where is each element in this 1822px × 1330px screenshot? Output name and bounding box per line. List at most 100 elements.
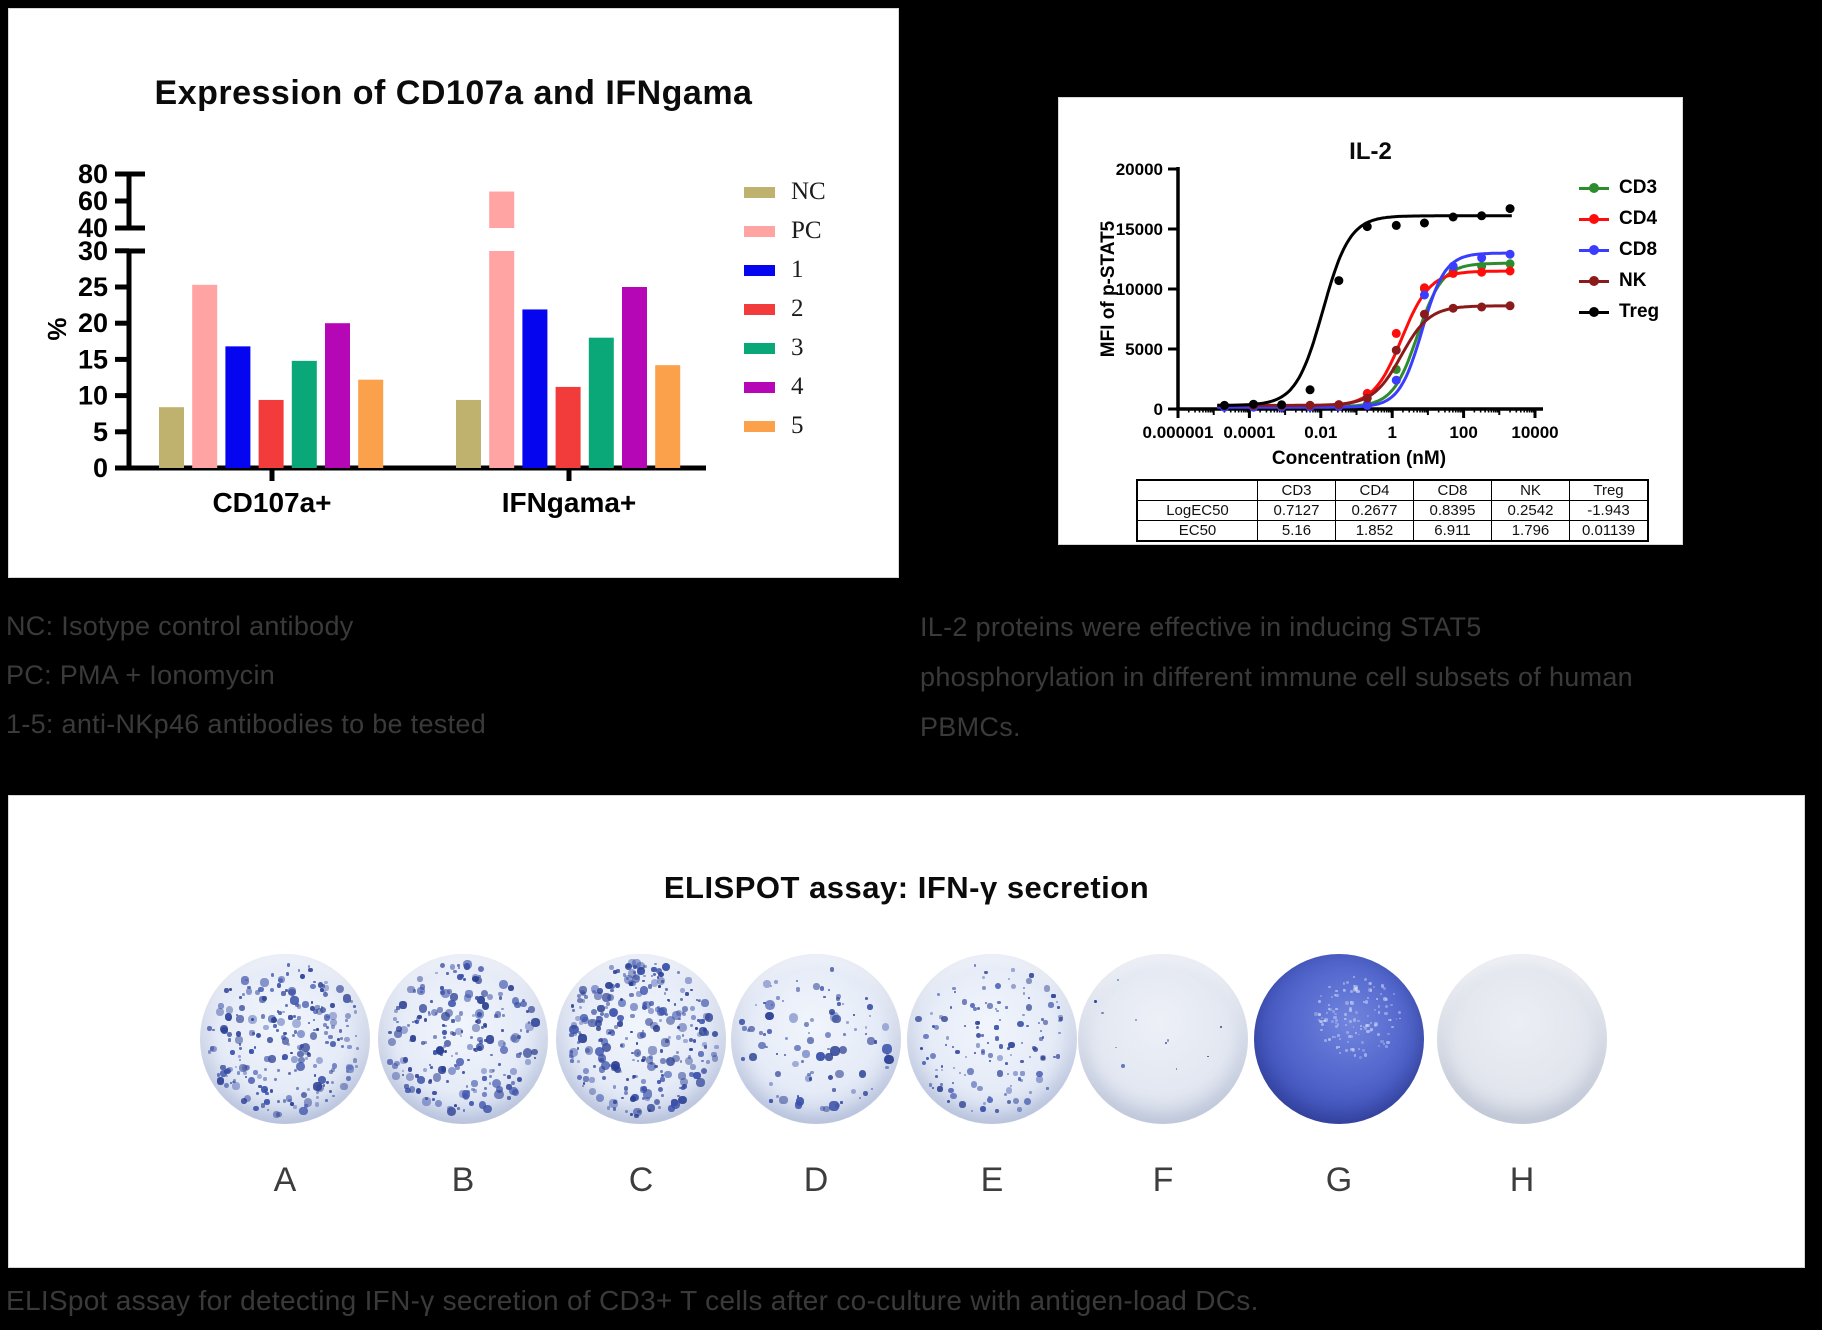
svg-text:60: 60 — [78, 186, 108, 216]
table-cell: 0.8395 — [1413, 500, 1492, 521]
legend-label: CD3 — [1619, 177, 1658, 198]
il2-legend-item-CD4: CD4 — [1579, 207, 1659, 231]
caption-line: PC: PMA + Ionomycin — [6, 660, 276, 690]
il2-curve-panel: IL-2 0 5000 10000 15000 20000 0.000001 0.0001 0… — [1058, 97, 1683, 545]
table-cell: 6.911 — [1413, 520, 1492, 542]
legend-swatch-icon — [744, 303, 775, 315]
table-cell: 1.796 — [1491, 520, 1570, 542]
legend-line-marker-icon — [1579, 276, 1609, 286]
table-cell: -1.943 — [1569, 500, 1649, 521]
svg-text:%: % — [42, 317, 72, 340]
legend-label: NK — [1619, 270, 1647, 291]
il2-legend-item-CD8: CD8 — [1579, 238, 1659, 262]
elispot-panel: ELISPOT assay: IFN-γ secretion A B C D E F G H — [8, 795, 1805, 1268]
elispot-caption: ELISpot assay for detecting IFN-γ secret… — [6, 1285, 1259, 1316]
legend-line-marker-icon — [1579, 307, 1609, 317]
caption-line: NC: Isotype control antibody — [6, 611, 354, 641]
table-row: LogEC50 0.7127 0.2677 0.8395 0.2542 -1.943 — [1136, 500, 1649, 521]
well-label-G: G — [1325, 1161, 1353, 1199]
legend-label: Treg — [1619, 301, 1660, 322]
il2-chart-caption: IL-2 proteins were effective in inducing… — [920, 602, 1780, 752]
svg-text:5: 5 — [93, 417, 108, 447]
well-label-C: C — [628, 1161, 654, 1199]
legend-swatch-icon — [744, 264, 775, 276]
table-cell: CD8 — [1413, 479, 1492, 501]
elispot-well-E — [907, 954, 1077, 1124]
legend-line-marker-icon — [1579, 183, 1609, 193]
well-label-F: F — [1152, 1161, 1174, 1199]
table-cell: 0.2542 — [1491, 500, 1570, 521]
table-cell: Treg — [1569, 479, 1649, 501]
legend-label: CD8 — [1619, 239, 1658, 260]
legend-swatch-icon — [744, 381, 775, 393]
bar-legend-item-5: 5 — [744, 412, 826, 439]
elispot-well-F — [1078, 954, 1248, 1124]
il2-dose-response-chart: 0 5000 10000 15000 20000 0.000001 0.0001 0.01 1 1… — [1098, 160, 1559, 469]
svg-text:Concentration (nM): Concentration (nM) — [1272, 448, 1446, 469]
elispot-well-B — [378, 954, 548, 1124]
il2-legend-item-Treg: Treg — [1579, 300, 1659, 324]
svg-text:CD107a+: CD107a+ — [212, 487, 331, 518]
bar-chart-title: Expression of CD107a and IFNgama — [154, 73, 753, 112]
svg-text:1: 1 — [1387, 423, 1396, 442]
bar-legend-item-1: 1 — [744, 256, 826, 283]
table-cell: CD3 — [1257, 479, 1336, 501]
svg-text:0.01: 0.01 — [1304, 423, 1337, 442]
svg-text:80: 80 — [78, 159, 108, 189]
bar-chart-panel: Expression of CD107a and IFNgama 0 5 10 15 2… — [8, 8, 899, 578]
legend-swatch-icon — [744, 342, 775, 354]
elispot-title: ELISPOT assay: IFN-γ secretion — [663, 869, 1150, 905]
bar-legend-item-2: 2 — [744, 295, 826, 322]
svg-text:0.000001: 0.000001 — [1143, 423, 1214, 442]
table-header-row: CD3 CD4 CD8 NK Treg — [1136, 479, 1649, 501]
table-cell: 5.16 — [1257, 520, 1336, 542]
elispot-well-C — [556, 954, 726, 1124]
il2-chart-title: IL-2 — [1349, 137, 1392, 165]
bar-chart-legend: NC PC 1 2 3 4 5 — [744, 178, 826, 452]
legend-swatch-icon — [744, 186, 775, 198]
legend-label: 4 — [791, 373, 804, 400]
table-cell: 0.2677 — [1335, 500, 1414, 521]
svg-text:40: 40 — [78, 213, 108, 243]
legend-label: NC — [791, 178, 826, 205]
svg-text:15: 15 — [78, 344, 108, 374]
table-cell: LogEC50 — [1136, 500, 1258, 521]
legend-label: 5 — [791, 412, 804, 439]
svg-text:25: 25 — [78, 272, 108, 302]
elispot-well-D — [731, 954, 901, 1124]
well-label-A: A — [273, 1161, 297, 1199]
well-label-D: D — [803, 1161, 829, 1199]
well-label-E: E — [980, 1161, 1004, 1199]
svg-text:10: 10 — [78, 381, 108, 411]
svg-text:10000: 10000 — [1116, 280, 1163, 299]
elispot-well-A — [200, 954, 370, 1124]
bar-chart-caption: NC: Isotype control antibody PC: PMA + I… — [6, 602, 486, 749]
bar-legend-item-3: 3 — [744, 334, 826, 361]
svg-text:5000: 5000 — [1125, 340, 1163, 359]
svg-text:0.0001: 0.0001 — [1223, 423, 1275, 442]
legend-label: 3 — [791, 334, 804, 361]
table-cell: NK — [1491, 479, 1570, 501]
elispot-well-H — [1437, 954, 1607, 1124]
svg-text:20: 20 — [78, 308, 108, 338]
legend-swatch-icon — [744, 420, 775, 432]
svg-text:15000: 15000 — [1116, 220, 1163, 239]
svg-text:10000: 10000 — [1511, 423, 1558, 442]
caption-line: PBMCs. — [920, 712, 1021, 742]
bar-legend-item-NC: NC — [744, 178, 826, 205]
table-cell: 1.852 — [1335, 520, 1414, 542]
ec50-table: CD3 CD4 CD8 NK Treg LogEC50 0.7127 0.2677 0.8395… — [1136, 479, 1649, 542]
bar-legend-item-PC: PC — [744, 217, 826, 244]
il2-legend-item-CD3: CD3 — [1579, 176, 1659, 200]
legend-label: CD4 — [1619, 208, 1658, 229]
legend-swatch-icon — [744, 225, 775, 237]
bar-legend-item-4: 4 — [744, 373, 826, 400]
legend-label: 2 — [791, 295, 804, 322]
svg-text:0: 0 — [1154, 400, 1163, 419]
svg-text:MFI of p-STAT5: MFI of p-STAT5 — [1098, 220, 1119, 357]
table-cell: 0.01139 — [1569, 520, 1649, 542]
table-cell — [1136, 479, 1258, 501]
legend-line-marker-icon — [1579, 214, 1609, 224]
svg-text:0: 0 — [93, 453, 108, 483]
